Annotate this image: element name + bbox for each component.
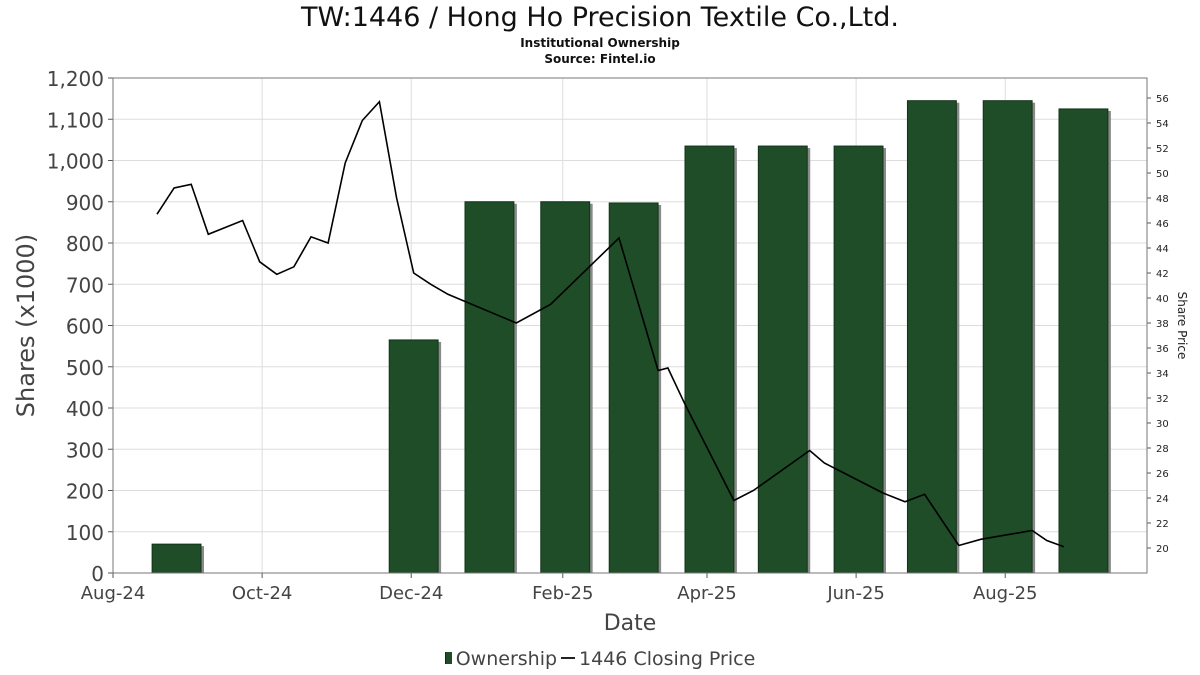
y2-tick-label: 56 — [1156, 94, 1169, 105]
ownership-bar — [757, 145, 808, 574]
y2-tick-label: 40 — [1156, 294, 1169, 305]
y2-tick-label: 24 — [1156, 494, 1169, 505]
y2-tick-label: 48 — [1156, 194, 1169, 205]
price-line — [156, 99, 1065, 548]
x-tick-label: Dec-24 — [379, 583, 443, 604]
chart-title: TW:1446 / Hong Ho Precision Textile Co.,… — [300, 2, 899, 33]
y2-tick-label: 46 — [1156, 219, 1169, 230]
chart-subtitle: Institutional Ownership — [520, 36, 680, 50]
ownership-bar — [608, 202, 659, 574]
y2-tick-label: 20 — [1156, 544, 1169, 555]
y-tick-label: 1,100 — [47, 108, 104, 132]
y2-tick-label: 42 — [1156, 269, 1169, 280]
legend: Ownership 1446 Closing Price — [0, 648, 1200, 670]
ownership-bar — [982, 100, 1033, 574]
y-tick-label: 100 — [66, 521, 104, 545]
legend-price-label: 1446 Closing Price — [579, 648, 756, 670]
y2-tick-label: 22 — [1156, 519, 1169, 530]
x-tick-label: Aug-25 — [973, 583, 1038, 604]
ownership-bar — [906, 100, 957, 574]
ownership-bars — [151, 100, 1111, 574]
y2-tick-label: 50 — [1156, 169, 1169, 180]
y-tick-label: 0 — [91, 562, 104, 586]
x-tick-label: Oct-24 — [232, 583, 293, 604]
x-axis-label: Date — [604, 611, 657, 636]
y-tick-label: 700 — [66, 273, 104, 297]
y-tick-label: 500 — [66, 356, 104, 380]
y-tick-label: 200 — [66, 480, 104, 504]
y2-tick-label: 30 — [1156, 419, 1169, 430]
y2-tick-label: 54 — [1156, 119, 1169, 130]
ownership-bar — [388, 339, 439, 574]
y-axis-label: Shares (x1000) — [12, 234, 40, 417]
y-tick-label: 800 — [66, 232, 104, 256]
y2-tick-label: 38 — [1156, 319, 1169, 330]
x-tick-label: Aug-24 — [81, 583, 146, 604]
ownership-bar — [540, 201, 591, 574]
y-tick-label: 900 — [66, 191, 104, 215]
y-tick-label: 1,200 — [47, 67, 104, 91]
chart-source: Source: Fintel.io — [544, 52, 656, 66]
x-tick-label: Feb-25 — [532, 583, 593, 604]
ownership-legend-swatch — [444, 652, 452, 664]
y-tick-label: 1,000 — [47, 150, 104, 174]
y2-tick-label: 32 — [1156, 394, 1169, 405]
y2-axis-label: Share Price — [1175, 292, 1189, 360]
ownership-bar — [1058, 108, 1109, 574]
y-tick-label: 300 — [66, 438, 104, 462]
x-tick-label: Apr-25 — [677, 583, 736, 604]
y-tick-label: 400 — [66, 397, 104, 421]
y2-tick-label: 28 — [1156, 444, 1169, 455]
ownership-bar — [684, 145, 735, 574]
legend-ownership-label: Ownership — [455, 648, 558, 670]
ownership-bar — [464, 201, 515, 574]
price-legend-swatch — [561, 657, 576, 659]
ownership-bar — [833, 145, 884, 574]
plot-frame — [112, 77, 1148, 574]
x-tick-label: Jun-25 — [826, 583, 885, 604]
y2-tick-label: 36 — [1156, 344, 1169, 355]
y2-tick-label: 52 — [1156, 144, 1169, 155]
y2-tick-label: 34 — [1156, 369, 1169, 380]
y-tick-label: 600 — [66, 315, 104, 339]
y2-tick-label: 44 — [1156, 244, 1169, 255]
ownership-bar — [151, 543, 202, 574]
y2-tick-label: 26 — [1156, 469, 1169, 480]
price-line-layer — [156, 99, 1065, 548]
axes: 0 100 200 300 400 500 600 700 800 900 1,000 1,100 1,… — [47, 67, 1169, 604]
